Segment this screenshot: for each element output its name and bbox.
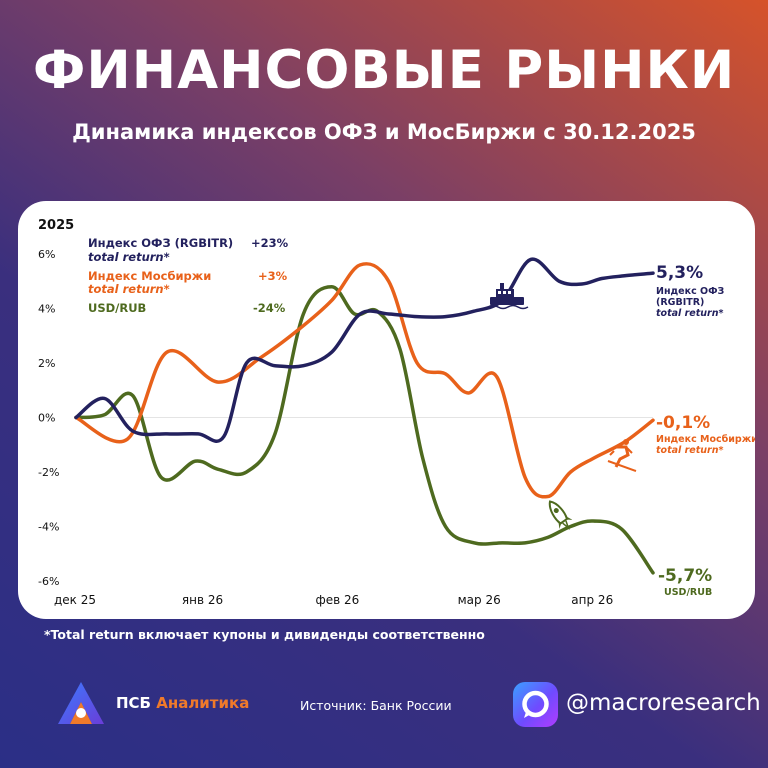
y-tick-label: -2% — [38, 466, 59, 479]
end-label-usd-value: -5,7% — [658, 566, 712, 586]
end-label-moex-line1: Индекс Мосбиржи — [656, 434, 755, 445]
legend-year: 2025 — [38, 218, 74, 233]
page-title: ФИНАНСОВЫЕ РЫНКИ — [32, 40, 736, 101]
x-tick-label: апр 26 — [571, 593, 613, 607]
legend-usd-value: -24% — [253, 301, 286, 315]
x-tick-label: фев 26 — [315, 593, 359, 607]
skier-icon — [607, 439, 637, 472]
series-line-usdrub — [74, 284, 655, 575]
end-label-ofz-line1: Индекс ОФЗ — [656, 286, 725, 297]
y-tick-label: 2% — [38, 357, 55, 370]
legend-moex-name: Индекс Мосбиржи — [88, 269, 211, 283]
end-label-moex-line2: total return* — [656, 445, 723, 456]
end-label-usd-line1: USD/RUB — [664, 587, 712, 598]
end-label-ofz-line3: total return* — [656, 308, 723, 319]
ship-icon — [487, 283, 529, 310]
series-line-ofz — [74, 257, 655, 443]
x-tick-label: дек 25 — [54, 593, 96, 607]
y-tick-label: 0% — [38, 412, 55, 425]
brand-accent: Аналитика — [156, 694, 250, 712]
legend-ofz-sub: total return* — [88, 250, 170, 264]
y-tick-label: -4% — [38, 521, 59, 534]
chart-card: 6% 4% 2% 0% -2% -4% -6% дек 25 янв 26 фев 26 мар 2… — [18, 201, 755, 619]
max-messenger-icon[interactable] — [513, 682, 558, 727]
legend-usd-name: USD/RUB — [88, 301, 146, 315]
legend-moex-sub: total return* — [88, 282, 170, 296]
end-label-ofz-value: 5,3% — [656, 263, 703, 283]
psb-logo-icon — [58, 682, 104, 724]
line-chart: 6% 4% 2% 0% -2% -4% -6% дек 25 янв 26 фев 26 мар 2… — [38, 218, 755, 607]
brand-name: ПСБ Аналитика — [116, 694, 249, 712]
brand-main: ПСБ — [116, 694, 157, 712]
footnote: *Total return включает купоны и дивиденд… — [44, 627, 485, 642]
channel-handle[interactable]: @macroresearch — [566, 690, 761, 716]
x-tick-label: мар 26 — [458, 593, 501, 607]
source-text: Источник: Банк России — [300, 698, 452, 713]
legend-ofz-name: Индекс ОФЗ (RGBITR) — [88, 236, 233, 250]
series-line-moex — [74, 262, 655, 499]
y-tick-label: -6% — [38, 575, 59, 588]
legend-moex-value: +3% — [258, 269, 288, 283]
y-tick-label: 4% — [38, 303, 55, 316]
end-label-ofz-line2: (RGBITR) — [656, 297, 704, 308]
x-tick-label: янв 26 — [182, 593, 223, 607]
legend-ofz-value: +23% — [251, 236, 289, 250]
y-tick-label: 6% — [38, 248, 55, 261]
page-subtitle: Динамика индексов ОФЗ и МосБиржи с 30.12… — [72, 120, 696, 144]
end-label-moex-value: -0,1% — [656, 413, 710, 433]
